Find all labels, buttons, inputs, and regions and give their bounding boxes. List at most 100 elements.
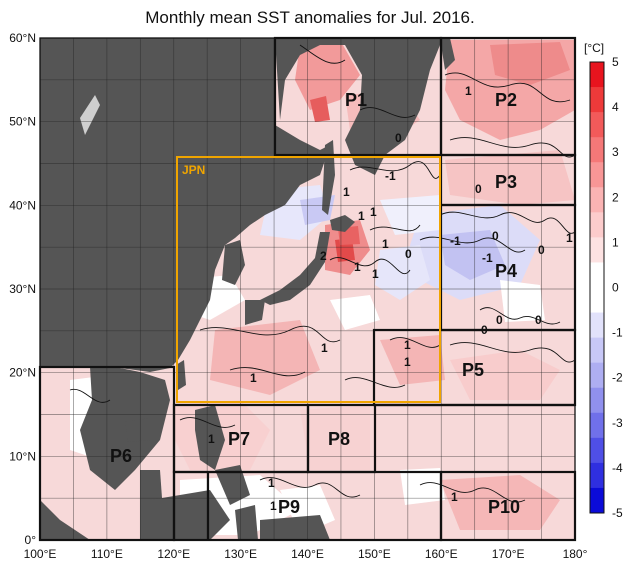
colorbar-segment <box>590 262 604 288</box>
colorbar-unit: [°C] <box>584 41 604 55</box>
colorbar-ticks: 5 4 3 2 1 0 -1 -2 -3 -4 -5 <box>612 55 623 520</box>
contour-label: 1 <box>268 476 275 490</box>
sulawesi <box>235 505 258 540</box>
colorbar-segment <box>590 112 604 138</box>
taiwan <box>176 360 186 390</box>
colorbar-segment <box>590 287 604 314</box>
hokkaido <box>330 215 355 232</box>
contour-label: 1 <box>358 209 365 223</box>
longitude-axis: 100°E 110°E 120°E 130°E 140°E 150°E 160°E 170°E… <box>24 547 588 561</box>
warm-anomaly-patch <box>210 320 320 395</box>
colorbar-segment <box>590 62 604 88</box>
colorbar-segment <box>590 237 604 263</box>
region-label-p4: P4 <box>495 261 517 281</box>
contour-value-labels: 1 0 1 -1 0 1 0 1 -1 -1 0 1 2 1 1 0 0 0 0… <box>208 84 573 513</box>
contour-label: 0 <box>475 182 482 196</box>
colorbar-tick-label: 3 <box>612 145 619 159</box>
honshu <box>260 232 330 305</box>
contour-label: 1 <box>465 84 472 98</box>
contour-label: 1 <box>451 490 458 504</box>
contour-line <box>389 337 441 348</box>
map-title: Monthly mean SST anomalies for Jul. 2016… <box>145 8 475 27</box>
contour-label: -1 <box>385 169 396 183</box>
jpn-region-box <box>176 156 441 403</box>
contour-label: 1 <box>404 338 411 352</box>
korean-peninsula <box>222 240 245 285</box>
contour-line <box>369 224 421 232</box>
neutral-anomaly-patch <box>400 468 445 505</box>
contour-label: 0 <box>395 131 402 145</box>
map-plot-area <box>40 38 575 540</box>
colorbar-segment <box>590 412 604 439</box>
jpn-box-label: JPN <box>182 163 205 177</box>
region-label-p1: P1 <box>345 90 367 110</box>
warm-anomaly-patch <box>300 405 370 470</box>
colorbar-tick-label: 4 <box>612 100 619 114</box>
region-labels: P1 P2 P3 P4 P5 P6 P7 P8 P9 P10 <box>110 90 520 517</box>
region-box-p10 <box>439 470 577 542</box>
longitude-tick-label: 170°E <box>492 547 525 561</box>
region-label-p3: P3 <box>495 172 517 192</box>
colorbar-segment <box>590 337 604 364</box>
contour-label: 1 <box>343 185 350 199</box>
longitude-tick-label: 110°E <box>91 547 123 561</box>
colorbar-tick-label: -3 <box>612 416 623 430</box>
contour-label: 1 <box>354 260 361 274</box>
contour-line <box>259 477 361 498</box>
contour-label: 0 <box>496 313 503 327</box>
new-guinea <box>260 515 330 540</box>
sakhalin <box>322 140 335 215</box>
colorbar-segment <box>590 362 604 389</box>
contour-label: 1 <box>404 355 411 369</box>
latitude-tick-label: 30°N <box>9 282 36 296</box>
contour-line <box>479 307 561 325</box>
colorbar-tick-label: -1 <box>612 326 623 340</box>
contour-label: 1 <box>372 267 379 281</box>
longitude-tick-label: 140°E <box>291 547 324 561</box>
hainan <box>125 418 150 442</box>
region-label-p7: P7 <box>228 429 250 449</box>
colorbar-tick-label: 1 <box>612 235 619 249</box>
colorbar-segment <box>590 212 604 238</box>
colorbar-tick-label: 2 <box>612 190 619 204</box>
warm-anomaly-patch <box>440 475 560 530</box>
contour-line <box>449 342 575 363</box>
contour-label: 0 <box>538 243 545 257</box>
colorbar-segment <box>590 462 604 489</box>
colorbar <box>590 62 604 514</box>
contour-label: 0 <box>492 229 499 243</box>
contour-label: 1 <box>370 205 377 219</box>
colorbar-tick-label: -5 <box>612 506 623 520</box>
warm-anomaly-patch <box>490 42 570 85</box>
latitude-tick-label: 10°N <box>9 449 36 463</box>
latitude-tick-label: 50°N <box>9 115 36 129</box>
region-label-p8: P8 <box>328 429 350 449</box>
colorbar-segment <box>590 487 604 514</box>
warm-anomaly-patch <box>450 350 560 400</box>
indochina-peninsula <box>40 367 170 490</box>
sumatra-land <box>40 500 90 540</box>
contour-label: 1 <box>250 371 257 385</box>
latitude-axis: 0° 10°N 20°N 30°N 40°N 50°N 60°N <box>9 31 36 547</box>
longitude-tick-label: 100°E <box>24 547 57 561</box>
longitude-tick-label: 160°E <box>425 547 458 561</box>
contour-label: 1 <box>382 237 389 251</box>
neutral-anomaly-patch <box>500 280 545 322</box>
contour-line <box>419 236 526 253</box>
colorbar-segment <box>590 387 604 414</box>
longitude-tick-label: 150°E <box>358 547 391 561</box>
latitude-tick-label: 20°N <box>9 366 36 380</box>
contour-label: 1 <box>321 341 328 355</box>
latitude-tick-label: 0° <box>25 533 37 547</box>
contour-line <box>329 257 411 274</box>
contour-label: 0 <box>405 247 412 261</box>
contour-line <box>349 161 441 179</box>
luzon <box>195 405 225 470</box>
borneo <box>150 490 230 540</box>
contour-label: 2 <box>320 249 327 263</box>
contour-label: -1 <box>482 251 493 265</box>
cool-anomaly-patch <box>440 230 505 280</box>
colorbar-frame <box>589 61 605 514</box>
contour-label: 1 <box>270 499 277 513</box>
contour-label: 1 <box>208 432 215 446</box>
